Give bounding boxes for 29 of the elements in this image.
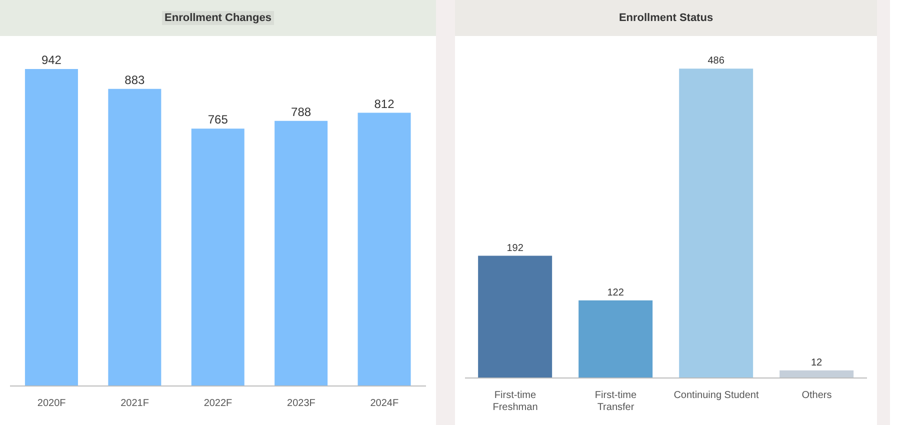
- bar: [478, 256, 552, 378]
- data-label: 486: [708, 56, 725, 67]
- chart-title: Enrollment Changes: [162, 11, 274, 25]
- data-label: 942: [41, 53, 62, 68]
- x-tick-label: First-time Freshman: [492, 390, 538, 413]
- x-tick-label: First-time Transfer: [594, 390, 638, 413]
- data-label: 765: [208, 112, 228, 127]
- bar: [108, 88, 162, 386]
- bar: [274, 120, 328, 386]
- x-tick-label: Others: [802, 390, 832, 401]
- bar: [578, 300, 653, 378]
- data-label: 12: [811, 357, 823, 368]
- data-label: 788: [291, 104, 312, 119]
- bar: [24, 69, 78, 386]
- bar: [191, 128, 244, 386]
- bar: [358, 112, 411, 386]
- x-tick-label: 2023F: [287, 398, 316, 409]
- x-tick-label: Continuing Student: [674, 390, 759, 401]
- x-tick-label: 2022F: [204, 398, 232, 409]
- chart-title: Enrollment Status: [618, 11, 714, 25]
- bar: [780, 370, 854, 378]
- data-label: 122: [607, 287, 624, 298]
- bar: [679, 68, 754, 378]
- data-label: 883: [124, 72, 146, 87]
- data-label: 192: [506, 242, 524, 254]
- x-tick-label: 2024F: [370, 398, 399, 409]
- x-tick-label: 2020F: [37, 398, 66, 409]
- x-tick-label: 2021F: [120, 398, 149, 409]
- data-label: 812: [374, 96, 395, 111]
